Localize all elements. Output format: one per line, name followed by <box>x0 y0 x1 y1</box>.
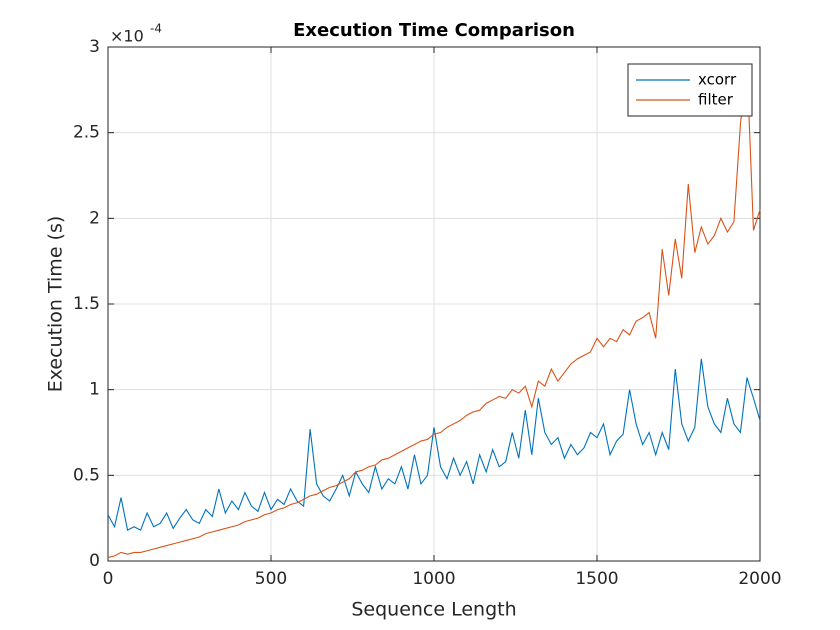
y-axis-label: Execution Time (s) <box>45 216 67 393</box>
y-tick-label: 2 <box>89 208 100 228</box>
y-tick-label: 3 <box>89 37 100 57</box>
legend-box <box>627 63 753 117</box>
x-tick-label: 500 <box>255 569 287 589</box>
axes-box <box>107 46 761 562</box>
series-line <box>107 64 761 559</box>
y-exponent: -4 <box>150 22 162 36</box>
legend-label: filter <box>698 91 734 109</box>
legend-label: xcorr <box>698 71 737 89</box>
y-tick-label: 1.5 <box>73 294 100 314</box>
y-exponent-base: ×10 <box>110 27 144 46</box>
x-axis-label: Sequence Length <box>351 599 516 621</box>
chart-title: Execution Time Comparison <box>293 20 575 41</box>
y-tick-label: 2.5 <box>73 123 100 143</box>
x-tick-label: 0 <box>103 569 114 589</box>
x-tick-label: 2000 <box>738 569 781 589</box>
y-tick-label: 0 <box>89 551 100 571</box>
y-tick-label: 0.5 <box>73 465 100 485</box>
x-tick-label: 1000 <box>412 569 455 589</box>
series-line <box>107 358 761 531</box>
y-tick-label: 1 <box>89 380 100 400</box>
x-tick-label: 1500 <box>575 569 618 589</box>
